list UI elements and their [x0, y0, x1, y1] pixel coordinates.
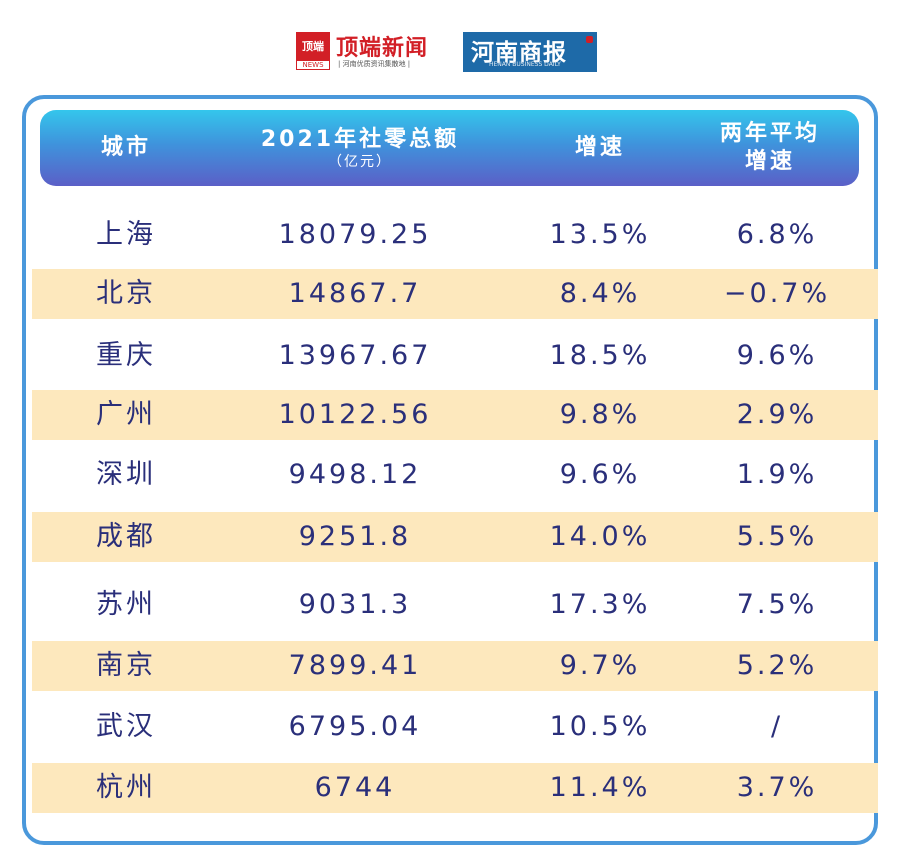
- cell-city: 广州: [96, 399, 156, 430]
- header-growth-label: 增速: [574, 135, 625, 160]
- cell-growth: 8.4%: [559, 278, 641, 309]
- cell-avg: 3.7%: [736, 772, 818, 803]
- henan-name: 河南商报: [471, 39, 567, 66]
- henan-sub: HENAN BUSINESS DAILY: [489, 61, 561, 68]
- table-row: 杭州 6744 11.4% 3.7%: [32, 763, 878, 813]
- cell-city: 北京: [96, 278, 156, 309]
- header-total-unit: （亿元）: [328, 154, 392, 170]
- table-row: 南京 7899.41 9.7% 5.2%: [32, 641, 878, 691]
- cell-total: 13967.67: [278, 340, 432, 371]
- cell-growth: 9.8%: [559, 399, 641, 430]
- header-total: 2021年社零总额 （亿元）: [210, 110, 510, 186]
- header-growth: 增速: [510, 110, 690, 186]
- cell-total: 7899.41: [288, 650, 422, 681]
- header-logos: 顶端 NEWS 顶端新闻 | 河南优质资讯集散地 | 河南商报 HENAN BU…: [0, 30, 916, 74]
- cell-growth: 11.4%: [549, 772, 651, 803]
- cell-total: 6795.04: [288, 711, 422, 742]
- header-total-label: 2021年社零总额: [260, 127, 460, 152]
- cell-avg: /: [770, 711, 784, 742]
- table-row: 武汉 6795.04 10.5% /: [32, 702, 878, 752]
- table-row: 上海 18079.25 13.5% 6.8%: [32, 210, 878, 260]
- cell-city: 南京: [96, 650, 156, 681]
- table-row: 北京 14867.7 8.4% −0.7%: [32, 269, 878, 319]
- header-city-label: 城市: [100, 135, 151, 160]
- henan-business-daily-logo: 河南商报 HENAN BUSINESS DAILY: [463, 32, 597, 72]
- cell-total: 9498.12: [288, 459, 422, 490]
- table-row: 苏州 9031.3 17.3% 7.5%: [32, 580, 878, 630]
- dingduan-name: 顶端新闻: [336, 35, 429, 61]
- cell-avg: 9.6%: [736, 340, 818, 371]
- cell-total: 10122.56: [278, 399, 432, 430]
- header-avg-line1: 两年平均: [719, 121, 820, 146]
- cell-city: 成都: [96, 521, 156, 552]
- cell-city: 深圳: [96, 459, 156, 490]
- table-row: 成都 9251.8 14.0% 5.5%: [32, 512, 878, 562]
- cell-city: 上海: [96, 219, 156, 250]
- cell-growth: 10.5%: [549, 711, 651, 742]
- cell-avg: 2.9%: [736, 399, 818, 430]
- cell-city: 苏州: [96, 589, 156, 620]
- dingduan-news-logo: 顶端 NEWS 顶端新闻 | 河南优质资讯集散地 |: [296, 32, 441, 72]
- cell-avg: 5.2%: [736, 650, 818, 681]
- table-row: 深圳 9498.12 9.6% 1.9%: [32, 450, 878, 500]
- cell-avg: 7.5%: [736, 589, 818, 620]
- cell-total: 6744: [314, 772, 396, 803]
- cell-growth: 14.0%: [549, 521, 651, 552]
- cell-total: 18079.25: [278, 219, 432, 250]
- seal-icon: [586, 36, 593, 43]
- header-avg-growth: 两年平均 增速: [680, 110, 860, 186]
- dingduan-badge-news: NEWS: [296, 60, 330, 70]
- cell-growth: 13.5%: [549, 219, 651, 250]
- cell-growth: 18.5%: [549, 340, 651, 371]
- cell-avg: 5.5%: [736, 521, 818, 552]
- table-card: 城市 2021年社零总额 （亿元） 增速 两年平均 增速 上海 18079.25 1…: [22, 95, 878, 845]
- cell-city: 杭州: [96, 772, 156, 803]
- table-row: 广州 10122.56 9.8% 2.9%: [32, 390, 878, 440]
- table-row: 重庆 13967.67 18.5% 9.6%: [32, 331, 878, 381]
- header-avg-line2: 增速: [744, 149, 795, 174]
- cell-total: 14867.7: [288, 278, 422, 309]
- cell-avg: 1.9%: [736, 459, 818, 490]
- cell-city: 武汉: [96, 711, 156, 742]
- header-city: 城市: [76, 110, 176, 186]
- cell-avg: 6.8%: [736, 219, 818, 250]
- cell-avg: −0.7%: [723, 278, 831, 309]
- dingduan-slogan: | 河南优质资讯集散地 |: [338, 60, 411, 68]
- dingduan-badge: 顶端: [296, 32, 330, 60]
- cell-total: 9031.3: [298, 589, 412, 620]
- table-header: 城市 2021年社零总额 （亿元） 增速 两年平均 增速: [40, 110, 859, 186]
- cell-growth: 9.7%: [559, 650, 641, 681]
- cell-growth: 9.6%: [559, 459, 641, 490]
- cell-growth: 17.3%: [549, 589, 651, 620]
- cell-city: 重庆: [96, 340, 156, 371]
- cell-total: 9251.8: [298, 521, 412, 552]
